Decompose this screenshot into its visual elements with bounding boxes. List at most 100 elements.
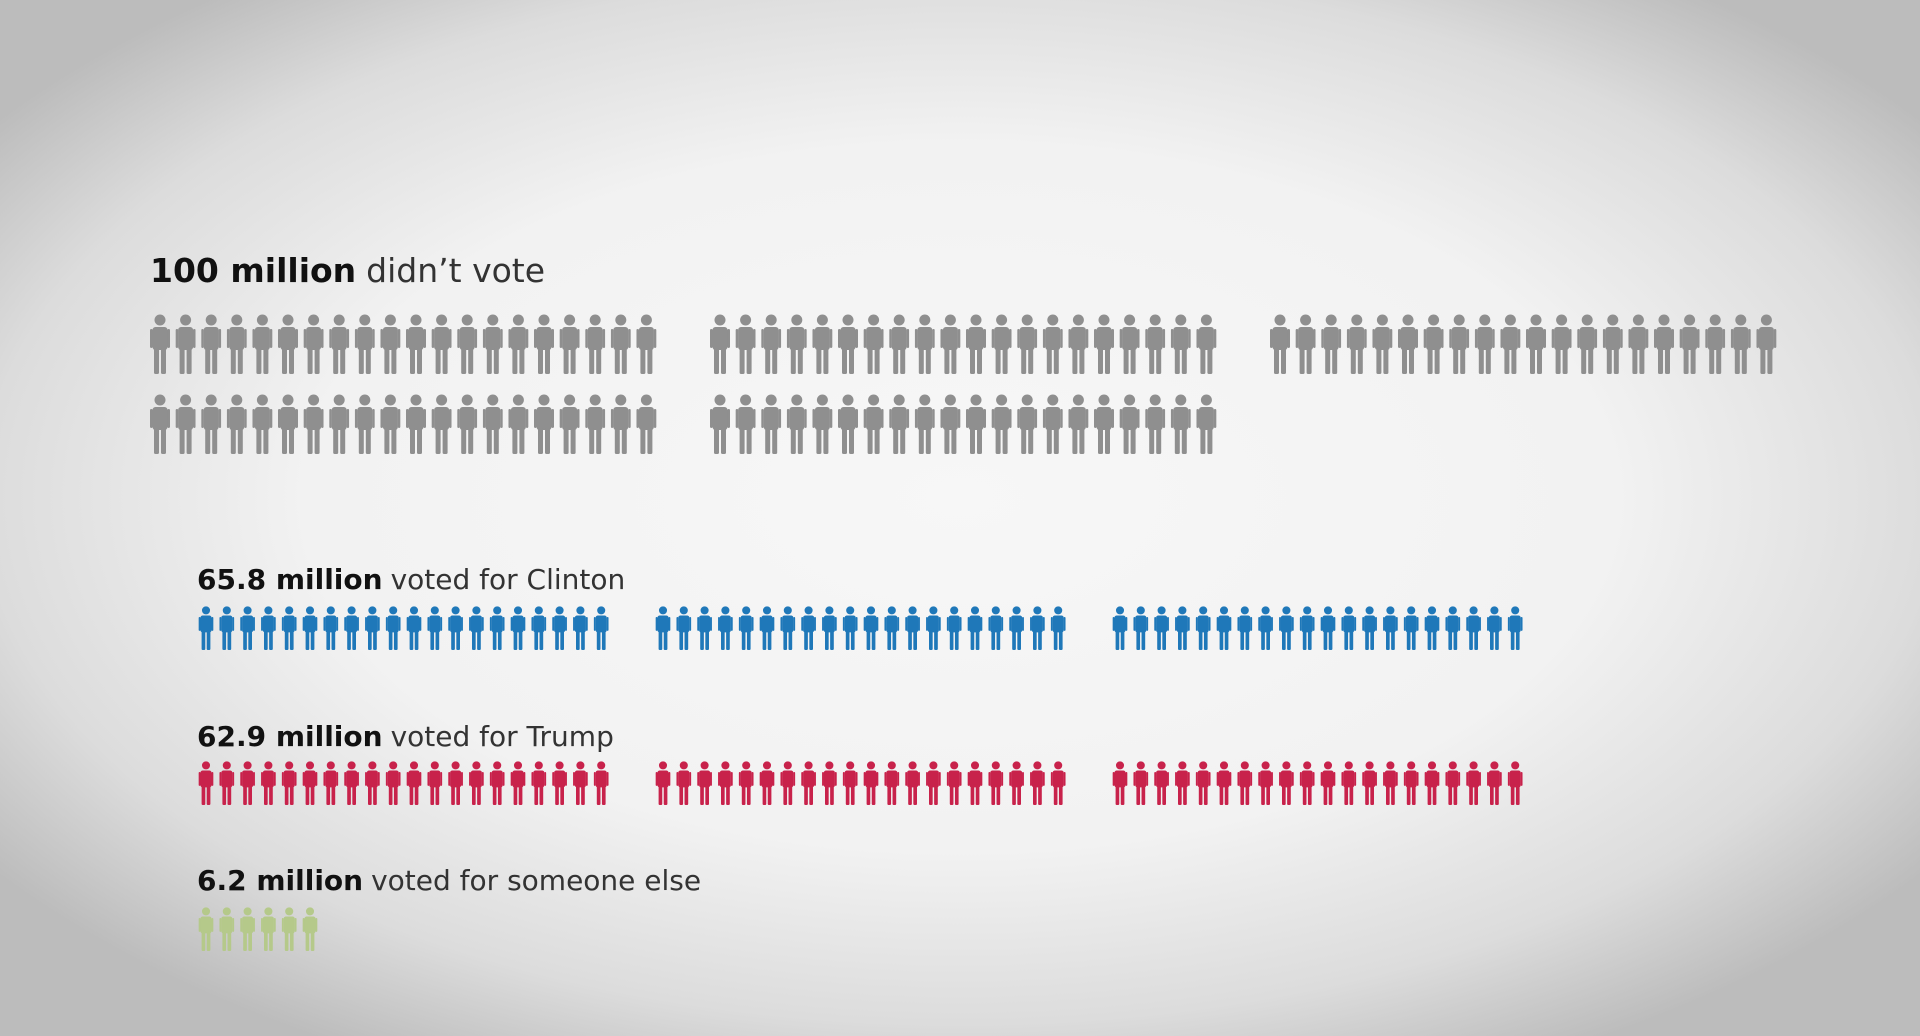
nonvoters-person-icon — [1628, 314, 1649, 374]
trump-person-icon — [988, 761, 1004, 805]
nonvoters-person-icon — [991, 394, 1012, 454]
nonvoters-person-icon — [508, 314, 529, 374]
nonvoters-person-icon — [457, 394, 478, 454]
clinton-person-icon — [1175, 606, 1190, 650]
nonvoters-person-icon — [482, 314, 503, 374]
clinton-person-icon — [489, 606, 505, 650]
nonvoters-person-icon — [1526, 314, 1546, 374]
clinton-amount: 65.8 million — [197, 563, 383, 596]
trump-amount: 62.9 million — [197, 720, 383, 753]
nonvoters-person-icon — [1654, 314, 1674, 374]
clinton-person-icon — [676, 606, 692, 650]
clinton-person-icon — [1050, 606, 1066, 650]
nonvoters-person-icon — [710, 394, 730, 454]
nonvoters-person-icon — [508, 394, 529, 454]
nonvoters-person-icon — [940, 314, 961, 374]
trump-person-icon — [822, 761, 837, 805]
clinton-person-icon — [1341, 606, 1357, 650]
clinton-person-icon — [780, 606, 796, 650]
trump-person-icon — [1507, 761, 1523, 805]
clinton-person-icon — [1154, 606, 1169, 650]
clinton-person-icon — [1403, 606, 1419, 650]
trump-person-icon — [1112, 761, 1128, 805]
nonvoters-icons — [150, 314, 1777, 454]
trump-person-icon — [1445, 761, 1461, 805]
clinton-person-icon — [344, 606, 359, 650]
trump-person-icon — [1279, 761, 1294, 805]
nonvoters-amount: 100 million — [150, 251, 356, 290]
trump-person-icon — [1237, 761, 1253, 805]
clinton-person-icon — [469, 606, 484, 650]
trump-person-icon — [1009, 761, 1024, 805]
nonvoters-person-icon — [1017, 394, 1038, 454]
nonvoters-person-icon — [175, 394, 196, 454]
trump-person-icon — [967, 761, 983, 805]
trump-person-icon — [469, 761, 484, 805]
trump-person-icon — [365, 761, 380, 805]
nonvoters-person-icon — [761, 314, 782, 374]
clinton-person-icon — [842, 606, 858, 650]
clinton-person-icon — [1216, 606, 1232, 650]
trump-person-icon — [510, 761, 526, 805]
nonvoters-person-icon — [889, 314, 910, 374]
nonvoters-person-icon — [431, 314, 452, 374]
nonvoters-person-icon — [354, 314, 375, 374]
nonvoters-person-icon — [1119, 394, 1140, 454]
group-clinton: 65.8 million voted for Clinton — [197, 563, 1523, 650]
clinton-person-icon — [738, 606, 754, 650]
nonvoters-person-icon — [812, 314, 833, 374]
clinton-person-icon — [1445, 606, 1461, 650]
nonvoters-person-icon — [457, 314, 478, 374]
nonvoters-person-icon — [278, 394, 298, 454]
nonvoters-person-icon — [636, 314, 657, 374]
clinton-person-icon — [1258, 606, 1273, 650]
nonvoters-person-icon — [636, 394, 657, 454]
trump-person-icon — [573, 761, 588, 805]
nonvoters-person-icon — [329, 314, 350, 374]
nonvoters-person-icon — [406, 314, 426, 374]
nonvoters-person-icon — [431, 394, 452, 454]
clinton-person-icon — [1030, 606, 1045, 650]
clinton-person-icon — [988, 606, 1004, 650]
nonvoters-person-icon — [710, 314, 730, 374]
clinton-person-icon — [593, 606, 609, 650]
group-trump: 62.9 million voted for Trump — [197, 720, 1523, 805]
clinton-person-icon — [1487, 606, 1502, 650]
nonvoters-person-icon — [610, 394, 631, 454]
nonvoters-person-icon — [889, 394, 910, 454]
clinton-person-icon — [510, 606, 526, 650]
trump-person-icon — [198, 761, 214, 805]
nonvoters-person-icon — [1730, 314, 1751, 374]
nonvoters-person-icon — [1423, 314, 1444, 374]
other-person-icon — [198, 907, 214, 951]
trump-text: voted for Trump — [391, 720, 614, 753]
nonvoters-person-icon — [1474, 314, 1495, 374]
other-person-icon — [302, 907, 318, 951]
trump-person-icon — [1424, 761, 1440, 805]
clinton-person-icon — [1507, 606, 1523, 650]
trump-person-icon — [842, 761, 858, 805]
nonvoters-person-icon — [1170, 394, 1191, 454]
clinton-person-icon — [385, 606, 401, 650]
nonvoters-person-icon — [278, 314, 298, 374]
clinton-person-icon — [863, 606, 879, 650]
trump-person-icon — [1195, 761, 1211, 805]
group-other: 6.2 million voted for someone else — [197, 864, 701, 951]
trump-person-icon — [323, 761, 339, 805]
nonvoters-person-icon — [150, 394, 170, 454]
trump-person-icon — [489, 761, 505, 805]
clinton-label: 65.8 million voted for Clinton — [197, 563, 625, 596]
trump-person-icon — [1403, 761, 1419, 805]
clinton-icons — [198, 606, 1523, 650]
clinton-person-icon — [926, 606, 941, 650]
other-label: 6.2 million voted for someone else — [197, 864, 701, 897]
nonvoters-person-icon — [201, 394, 222, 454]
trump-person-icon — [1362, 761, 1377, 805]
other-text: voted for someone else — [371, 864, 701, 897]
clinton-person-icon — [573, 606, 588, 650]
trump-person-icon — [905, 761, 920, 805]
nonvoters-person-icon — [966, 314, 986, 374]
nonvoters-person-icon — [482, 394, 503, 454]
trump-person-icon — [1341, 761, 1357, 805]
other-icons — [198, 907, 318, 951]
